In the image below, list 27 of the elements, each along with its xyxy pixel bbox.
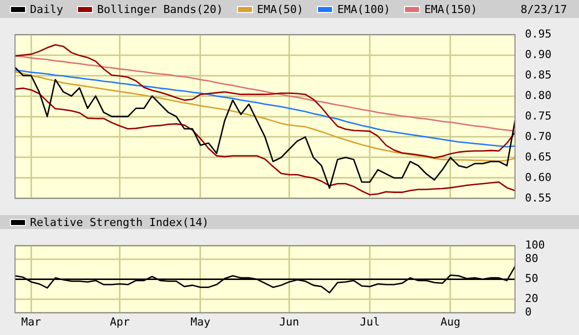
legend-label: EMA(50) [256,2,304,16]
legend-label: EMA(100) [337,2,390,16]
y-tick-label: 50 [525,272,538,286]
legend-label: EMA(150) [424,2,478,16]
x-tick-label: Apr [110,315,130,328]
x-tick-label: Mar [21,315,42,328]
y-tick-label: 0.70 [525,130,552,143]
legend-label: Daily [30,2,64,16]
y-tick-label: 0 [525,306,532,319]
y-tick-label: 0.90 [525,48,552,61]
y-tick-label: 80 [525,252,538,265]
x-tick-label: Jun [279,315,300,328]
x-tick-label: May [190,315,211,328]
y-tick-label: 20 [525,292,538,306]
y-tick-label: 100 [525,238,545,252]
y-tick-label: 0.65 [525,150,552,164]
text: 8/23/17 [520,2,567,16]
y-tick-label: 0.80 [525,88,552,102]
y-tick-label: 0.55 [525,191,552,204]
legend-label: Bollinger Bands(20) [97,2,223,16]
y-tick-label: 0.75 [525,109,552,122]
y-tick-label: 0.95 [525,27,552,40]
y-tick-label: 0.60 [525,170,552,184]
x-tick-label: Aug [440,315,460,328]
x-tick-label: Jul [360,315,380,328]
y-tick-label: 0.85 [525,68,552,82]
legend-label: Relative Strength Index(14) [30,216,209,228]
